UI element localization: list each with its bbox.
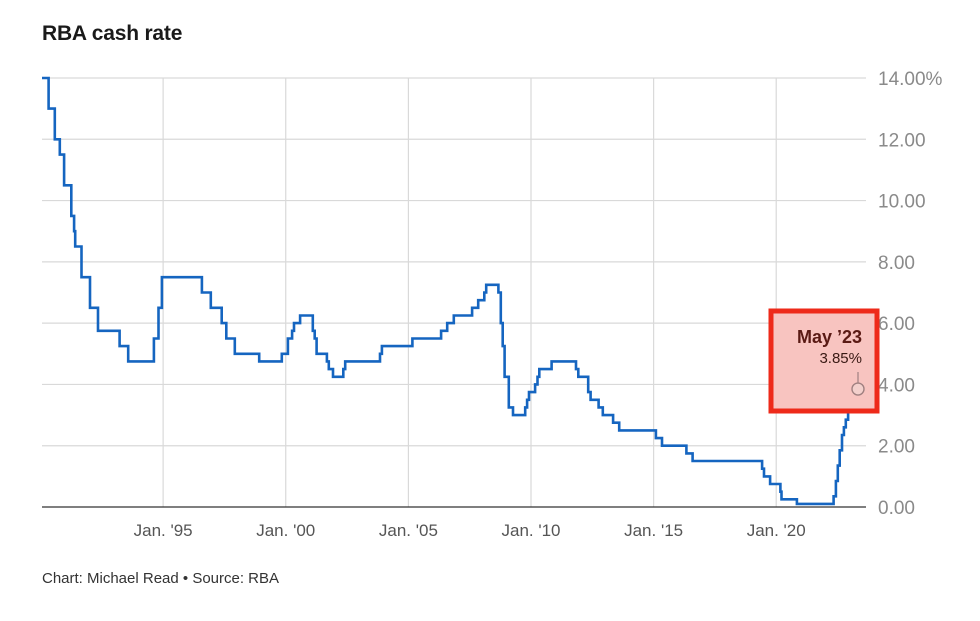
y-tick-label: 12.00 — [878, 130, 926, 151]
y-axis: 0.00 2.00 4.00 6.00 8.00 10.00 12.00 14.00% — [878, 69, 943, 519]
grid-layer — [42, 77, 866, 508]
y-tick-label: 2.00 — [878, 437, 915, 458]
x-tick-label: Jan. '00 — [256, 521, 315, 540]
y-tick-label: 0.00 — [878, 498, 915, 519]
x-tick-label: Jan. '20 — [747, 521, 806, 540]
y-tick-label: 6.00 — [878, 314, 915, 335]
x-tick-label: Jan. '95 — [134, 521, 193, 540]
annotation-point — [851, 382, 865, 396]
annotation: May ’23 3.85% — [768, 308, 880, 414]
chart-title: RBA cash rate — [42, 22, 183, 45]
x-axis: Jan. '95 Jan. '00 Jan. '05 Jan. '10 Jan. '15… — [134, 521, 806, 540]
annotation-date: May ’23 — [797, 327, 862, 347]
x-tick-label: Jan. '15 — [624, 521, 683, 540]
x-tick-label: Jan. '05 — [379, 521, 438, 540]
y-tick-label: 8.00 — [878, 253, 915, 274]
x-tick-label: Jan. '10 — [502, 521, 561, 540]
y-tick-label: 10.00 — [878, 192, 926, 213]
series-layer — [42, 76, 860, 506]
annotation-value: 3.85% — [819, 350, 862, 367]
chart-source: Chart: Michael Read • Source: RBA — [42, 570, 280, 587]
y-tick-label: 4.00 — [878, 375, 915, 396]
cash-rate-line — [42, 76, 860, 506]
y-tick-label: 14.00% — [878, 69, 943, 90]
